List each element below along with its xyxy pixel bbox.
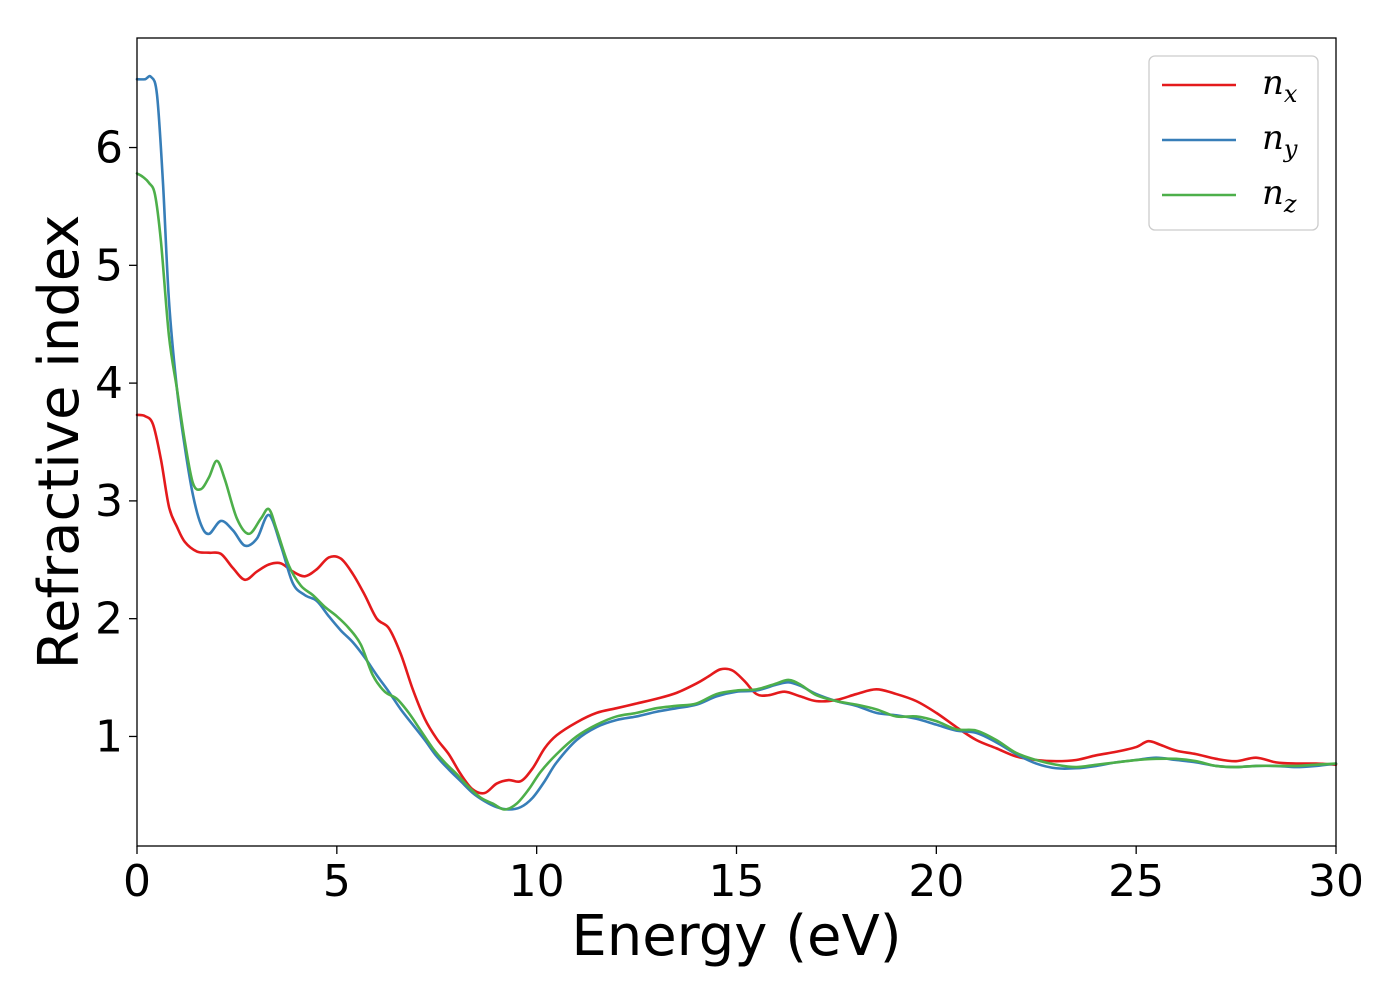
legend-box xyxy=(1148,55,1319,231)
x-tick-label: 5 xyxy=(323,856,351,907)
x-tick-label: 10 xyxy=(509,856,565,907)
x-axis-title: Energy (eV) xyxy=(571,904,901,969)
legend-label-subscript: z xyxy=(1283,190,1297,218)
x-tick-label: 20 xyxy=(908,856,964,907)
y-tick-label: 3 xyxy=(95,476,123,527)
y-axis-title: Refractive index xyxy=(27,215,92,670)
series-line-n-x xyxy=(135,413,1338,795)
x-tick-label: 15 xyxy=(709,856,765,907)
series-line-n-z xyxy=(135,172,1338,811)
x-tick-label: 0 xyxy=(123,856,151,907)
series-line-n-y xyxy=(135,74,1338,811)
x-axis: 0 5 10 15 20 25 30 xyxy=(123,846,1364,907)
y-tick-label: 6 xyxy=(95,123,123,174)
series-layer xyxy=(135,74,1338,811)
x-tick-label: 25 xyxy=(1108,856,1164,907)
y-tick-label: 1 xyxy=(95,711,123,762)
legend-label-subscript: x xyxy=(1284,80,1298,108)
y-tick-label: 5 xyxy=(95,240,123,291)
y-axis: 1 2 3 4 5 6 xyxy=(95,123,137,762)
legend-label-subscript: y xyxy=(1283,135,1298,163)
legend-label-base: n xyxy=(1262,118,1284,158)
x-tick-label: 30 xyxy=(1308,856,1364,907)
legend-label: ny xyxy=(1262,118,1298,163)
legend-label-base: n xyxy=(1262,173,1284,213)
legend-label: nz xyxy=(1262,173,1297,218)
y-tick-label: 2 xyxy=(95,594,123,645)
legend-label: nx xyxy=(1262,63,1298,108)
y-tick-label: 4 xyxy=(95,358,123,409)
legend-label-base: n xyxy=(1262,63,1284,103)
